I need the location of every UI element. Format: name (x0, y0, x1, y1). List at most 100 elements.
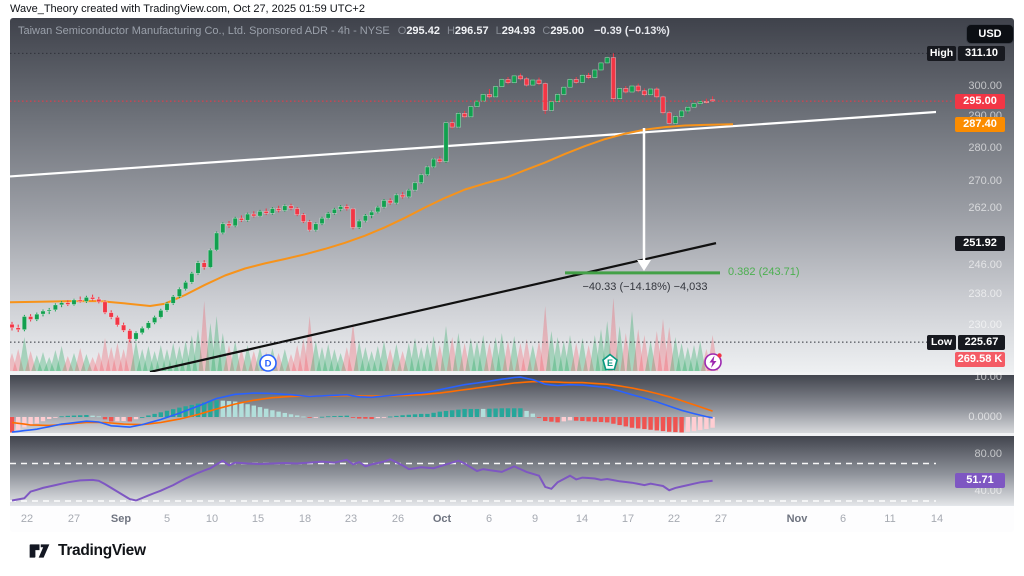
volume-spike (310, 341, 322, 371)
macd-histogram-bar (518, 408, 523, 417)
macd-histogram-bar (34, 417, 39, 424)
macd-pane[interactable] (10, 375, 1014, 433)
candle-body (486, 94, 492, 98)
volume-spike (397, 351, 409, 371)
dividend-marker[interactable]: D (259, 354, 277, 372)
alert-marker[interactable] (704, 353, 722, 371)
candle-body (52, 304, 58, 311)
macd-histogram-bar (121, 417, 126, 422)
macd-histogram-bar (245, 404, 250, 417)
candle-body (356, 220, 362, 228)
candle-body (257, 210, 263, 217)
time-axis-label: 5 (163, 513, 171, 525)
candle-body (226, 223, 232, 227)
candle-body (555, 94, 561, 103)
volume-spike (521, 339, 533, 371)
time-axis-label: 14 (930, 513, 944, 525)
time-axis-label: Sep (110, 513, 132, 525)
candle-body (90, 296, 96, 300)
macd-histogram-bar (357, 417, 362, 419)
pane-separator[interactable] (10, 372, 1014, 375)
macd-histogram-bar (301, 416, 306, 418)
volume-spike (428, 336, 440, 371)
macd-histogram-bar (115, 417, 120, 422)
macd-histogram-bar (605, 417, 610, 423)
candle-body (251, 213, 257, 217)
currency-toggle-button[interactable]: USD (966, 24, 1014, 44)
macd-histogram-bar (282, 412, 287, 417)
rsi-pane[interactable] (10, 436, 1014, 505)
candle-body (238, 217, 244, 221)
chart-container[interactable]: 22 27 Sep 5 10 15 18 23 26 Oct 6 9 14 17 22 27 Nov 6 11 14 (10, 18, 1014, 532)
time-axis-label: 22 (20, 513, 34, 525)
macd-histogram-bar (164, 410, 170, 417)
macd-histogram-bar (171, 409, 176, 417)
candle-body (232, 217, 238, 227)
time-axis-label: 10 (205, 513, 219, 525)
candle-body (127, 330, 133, 340)
candle-body (400, 194, 406, 198)
macd-histogram-bar (400, 415, 405, 417)
candle-body (369, 211, 375, 216)
macd-histogram-bar (685, 417, 690, 432)
candle-body (431, 158, 437, 168)
candle-body (34, 313, 40, 320)
macd-histogram-bar (654, 417, 659, 431)
candle-body (207, 249, 213, 268)
macd-histogram-bar (598, 417, 604, 423)
macd-line (11, 376, 713, 433)
macd-histogram-bar (388, 416, 393, 418)
volume-spike (341, 347, 353, 371)
macd-histogram-bar (22, 417, 27, 428)
macd-histogram-bar (567, 417, 573, 421)
volume-spike (508, 336, 520, 371)
candle-body (548, 101, 554, 111)
volume-spike (87, 357, 99, 371)
tradingview-logo[interactable]: TradingView (28, 541, 146, 561)
macd-histogram-bar (450, 410, 455, 417)
candle-body (276, 208, 282, 211)
macd-histogram-bar (586, 417, 591, 422)
macd-histogram-bar (499, 408, 504, 417)
volume-spike (136, 349, 148, 371)
macd-histogram-bar (611, 417, 616, 424)
candle-body (46, 309, 52, 312)
volume-spike (242, 345, 254, 371)
chart-legend[interactable]: Taiwan Semiconductor Manufacturing Co., … (18, 25, 670, 37)
candle-body (542, 83, 548, 111)
macd-histogram-bar (313, 417, 318, 418)
volume-spike (403, 343, 415, 371)
macd-histogram-bar (270, 410, 275, 417)
volume-spike (558, 341, 570, 371)
candle-body (424, 166, 430, 176)
candle-body (654, 88, 660, 98)
macd-histogram-bar (394, 415, 399, 417)
time-axis-label: 27 (714, 513, 728, 525)
macd-histogram-bar (698, 417, 703, 431)
volume-spike (316, 347, 328, 371)
change-readout: −0.39 (−0.13%) (593, 25, 670, 37)
macd-histogram-bar (10, 417, 15, 433)
macd-histogram-bar (264, 408, 269, 417)
candle-body (598, 62, 604, 71)
candle-body (195, 262, 201, 274)
candle-body (381, 200, 387, 208)
volume-spike (415, 347, 427, 371)
time-axis[interactable]: 22 27 Sep 5 10 15 18 23 26 Oct 6 9 14 17 22 27 Nov 6 11 14 (10, 505, 1014, 532)
ma-line (10, 123, 734, 307)
pane-separator[interactable] (10, 433, 1014, 436)
volume-spike (149, 351, 161, 371)
macd-histogram-bar (667, 417, 672, 432)
ohlc-high: H296.57 (446, 25, 489, 37)
volume-spike (651, 331, 663, 371)
volume-spike (74, 348, 86, 371)
candle-body (338, 206, 344, 210)
candle-body (189, 273, 195, 283)
candle-body (139, 327, 145, 334)
macd-histogram-bar (530, 413, 535, 417)
earnings-marker[interactable]: E (602, 353, 618, 371)
svg-text:E: E (607, 358, 613, 368)
time-axis-label: 6 (839, 513, 847, 525)
candle-body (530, 79, 536, 86)
